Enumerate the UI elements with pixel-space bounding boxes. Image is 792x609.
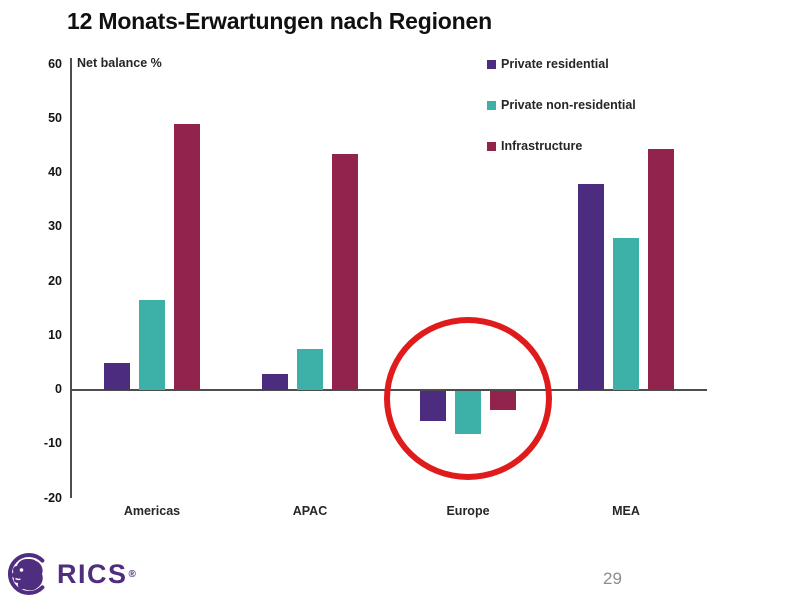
- highlight-circle-annotation: [384, 317, 552, 480]
- y-axis-tick-label: 40: [48, 165, 62, 179]
- legend-item-private-non-residential: Private non-residential: [487, 98, 636, 114]
- registered-trademark-icon: ®: [128, 568, 136, 580]
- chart-legend: Private residential Private non-residenti…: [487, 57, 636, 155]
- bar-infrastructure-americas: [174, 124, 200, 390]
- rics-logo: RICS ®: [6, 551, 136, 597]
- y-axis-tick-label: 60: [48, 56, 62, 71]
- legend-swatch-icon: [487, 142, 496, 151]
- y-axis-tick-label: 20: [48, 273, 62, 288]
- y-axis-tick-label: -20: [43, 490, 62, 505]
- bar-private-residential-mea: [578, 183, 604, 390]
- bar-private-non-residential-mea: [613, 238, 639, 390]
- page-number: 29: [603, 569, 622, 588]
- slide-title: 12 Monats-Erwartungen nach Regionen: [67, 8, 492, 34]
- legend-label: Private residential: [501, 57, 609, 71]
- y-axis-tick-label: 10: [48, 327, 62, 342]
- y-axis-line: [70, 58, 72, 498]
- legend-item-private-residential: Private residential: [487, 57, 636, 73]
- x-axis-label-europe: Europe: [446, 504, 490, 518]
- rics-lion-icon: [8, 553, 45, 595]
- bar-infrastructure-apac: [332, 154, 358, 390]
- legend-item-infrastructure: Infrastructure: [487, 139, 636, 155]
- legend-label: Infrastructure: [501, 139, 583, 153]
- x-axis-label-americas: Americas: [123, 504, 181, 518]
- x-axis-label-apac: APAC: [292, 504, 328, 518]
- y-axis-tick-label: 30: [48, 219, 62, 234]
- y-axis-tick-label: 50: [48, 110, 62, 125]
- legend-swatch-icon: [487, 60, 496, 69]
- y-axis-title: Net balance %: [77, 56, 162, 70]
- bar-private-residential-apac: [262, 373, 288, 390]
- y-axis-tick-label: 0: [55, 382, 62, 396]
- bar-infrastructure-mea: [648, 148, 674, 390]
- bar-private-residential-americas: [104, 362, 130, 390]
- y-axis-tick-label: -10: [43, 436, 62, 451]
- legend-swatch-icon: [487, 101, 496, 110]
- bar-private-non-residential-americas: [139, 300, 165, 390]
- legend-label: Private non-residential: [501, 98, 636, 112]
- x-axis-label-mea: MEA: [612, 504, 640, 518]
- bar-private-non-residential-apac: [297, 349, 323, 390]
- rics-logo-text: RICS: [57, 558, 128, 589]
